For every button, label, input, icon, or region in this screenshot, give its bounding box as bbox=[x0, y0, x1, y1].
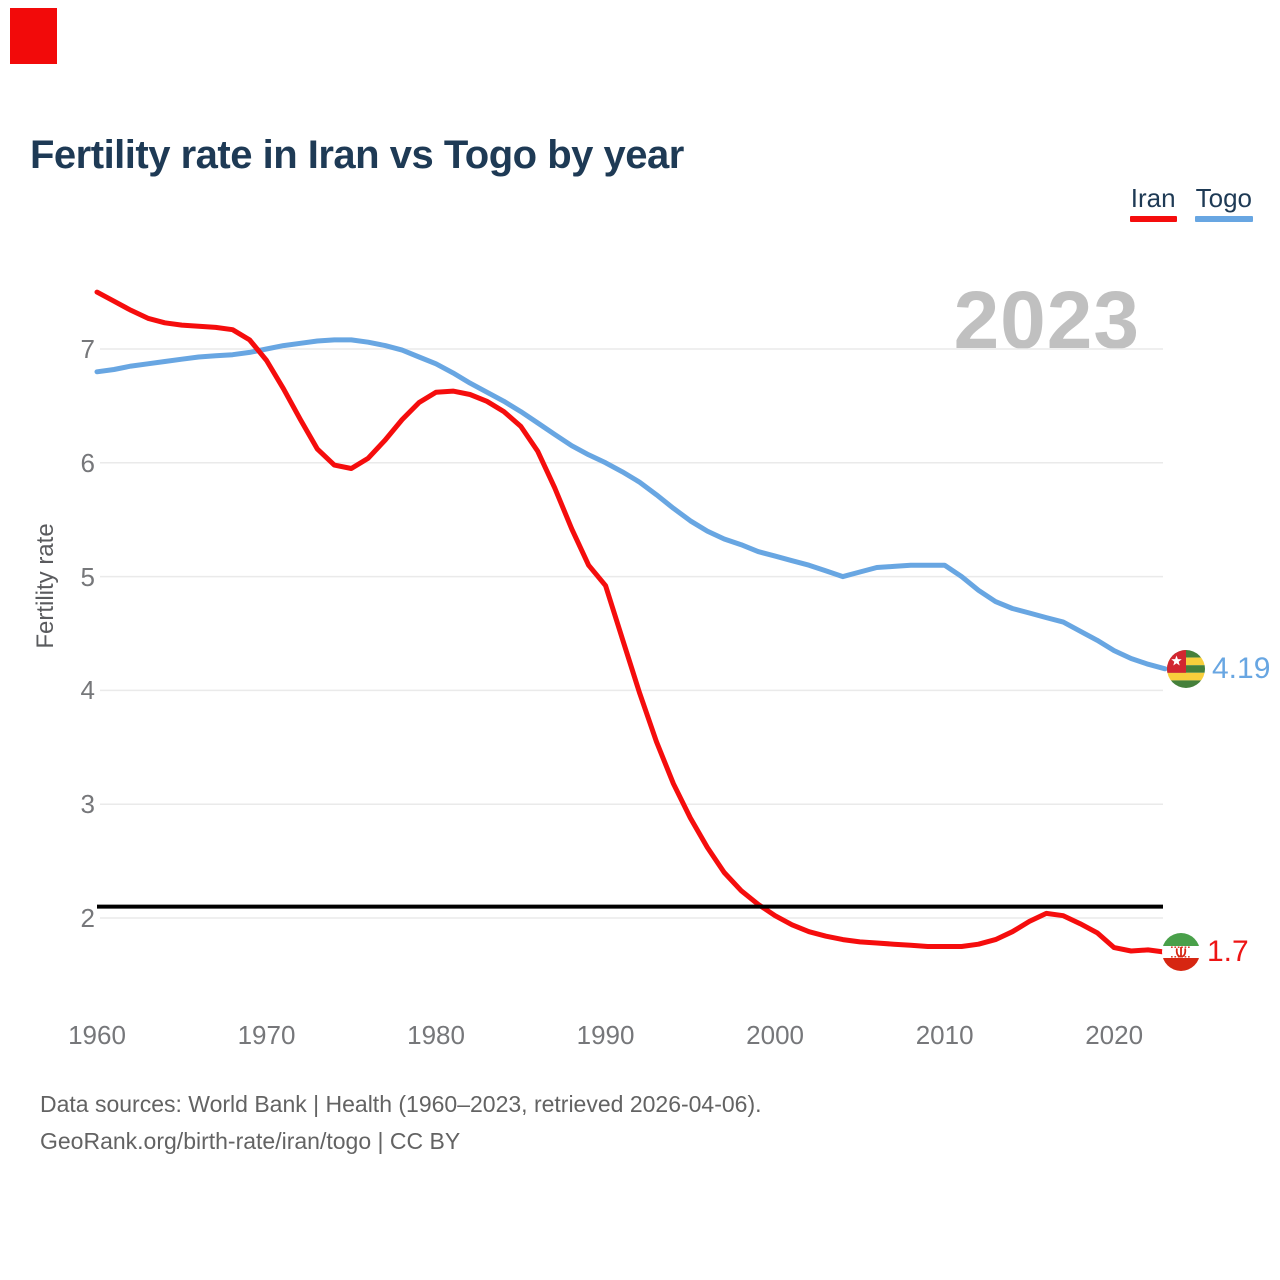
legend-underline-iran bbox=[1129, 216, 1177, 222]
corner-red-mark bbox=[10, 8, 57, 64]
legend-item-togo[interactable]: Togo bbox=[1194, 183, 1253, 222]
y-tick-label: 7 bbox=[80, 334, 95, 364]
x-tick-label: 1980 bbox=[407, 1020, 465, 1050]
attribution-line: GeoRank.org/birth-rate/iran/togo | CC BY bbox=[40, 1127, 461, 1154]
legend-underline-togo bbox=[1194, 216, 1253, 222]
x-tick-label: 1960 bbox=[68, 1020, 126, 1050]
year-watermark: 2023 bbox=[953, 275, 1140, 366]
iran-flag-icon bbox=[1162, 933, 1200, 972]
legend-label-iran[interactable]: Iran bbox=[1130, 183, 1176, 213]
x-tick-label: 1970 bbox=[237, 1020, 296, 1050]
footer: Data sources: World Bank | Health (1960–… bbox=[40, 1086, 762, 1160]
y-tick-label: 5 bbox=[80, 561, 95, 592]
series-end-marker-togo: 4.19 bbox=[1167, 649, 1271, 688]
x-tick-label: 2020 bbox=[1085, 1020, 1144, 1050]
y-tick-label: 4 bbox=[80, 675, 95, 706]
page-title: Fertility rate in Iran vs Togo by year bbox=[30, 132, 684, 177]
y-tick-label: 3 bbox=[80, 789, 95, 820]
x-tick-label: 1990 bbox=[576, 1020, 635, 1050]
y-axis-title: Fertility rate bbox=[32, 523, 59, 649]
legend: Iran Togo bbox=[1129, 183, 1253, 222]
togo-flag-icon bbox=[1167, 649, 1205, 688]
togo-end-value: 4.19 bbox=[1212, 651, 1271, 685]
x-tick-label: 2010 bbox=[915, 1020, 974, 1050]
y-tick-label: 6 bbox=[80, 447, 95, 478]
legend-label-togo[interactable]: Togo bbox=[1195, 183, 1252, 213]
x-tick-label: 2000 bbox=[746, 1020, 805, 1050]
y-tick-label: 2 bbox=[80, 903, 95, 933]
series-end-marker-iran: 1.7 bbox=[1162, 933, 1249, 972]
data-source-line: Data sources: World Bank | Health (1960–… bbox=[40, 1091, 762, 1117]
legend-item-iran[interactable]: Iran bbox=[1129, 183, 1177, 222]
iran-end-value: 1.7 bbox=[1207, 935, 1249, 969]
